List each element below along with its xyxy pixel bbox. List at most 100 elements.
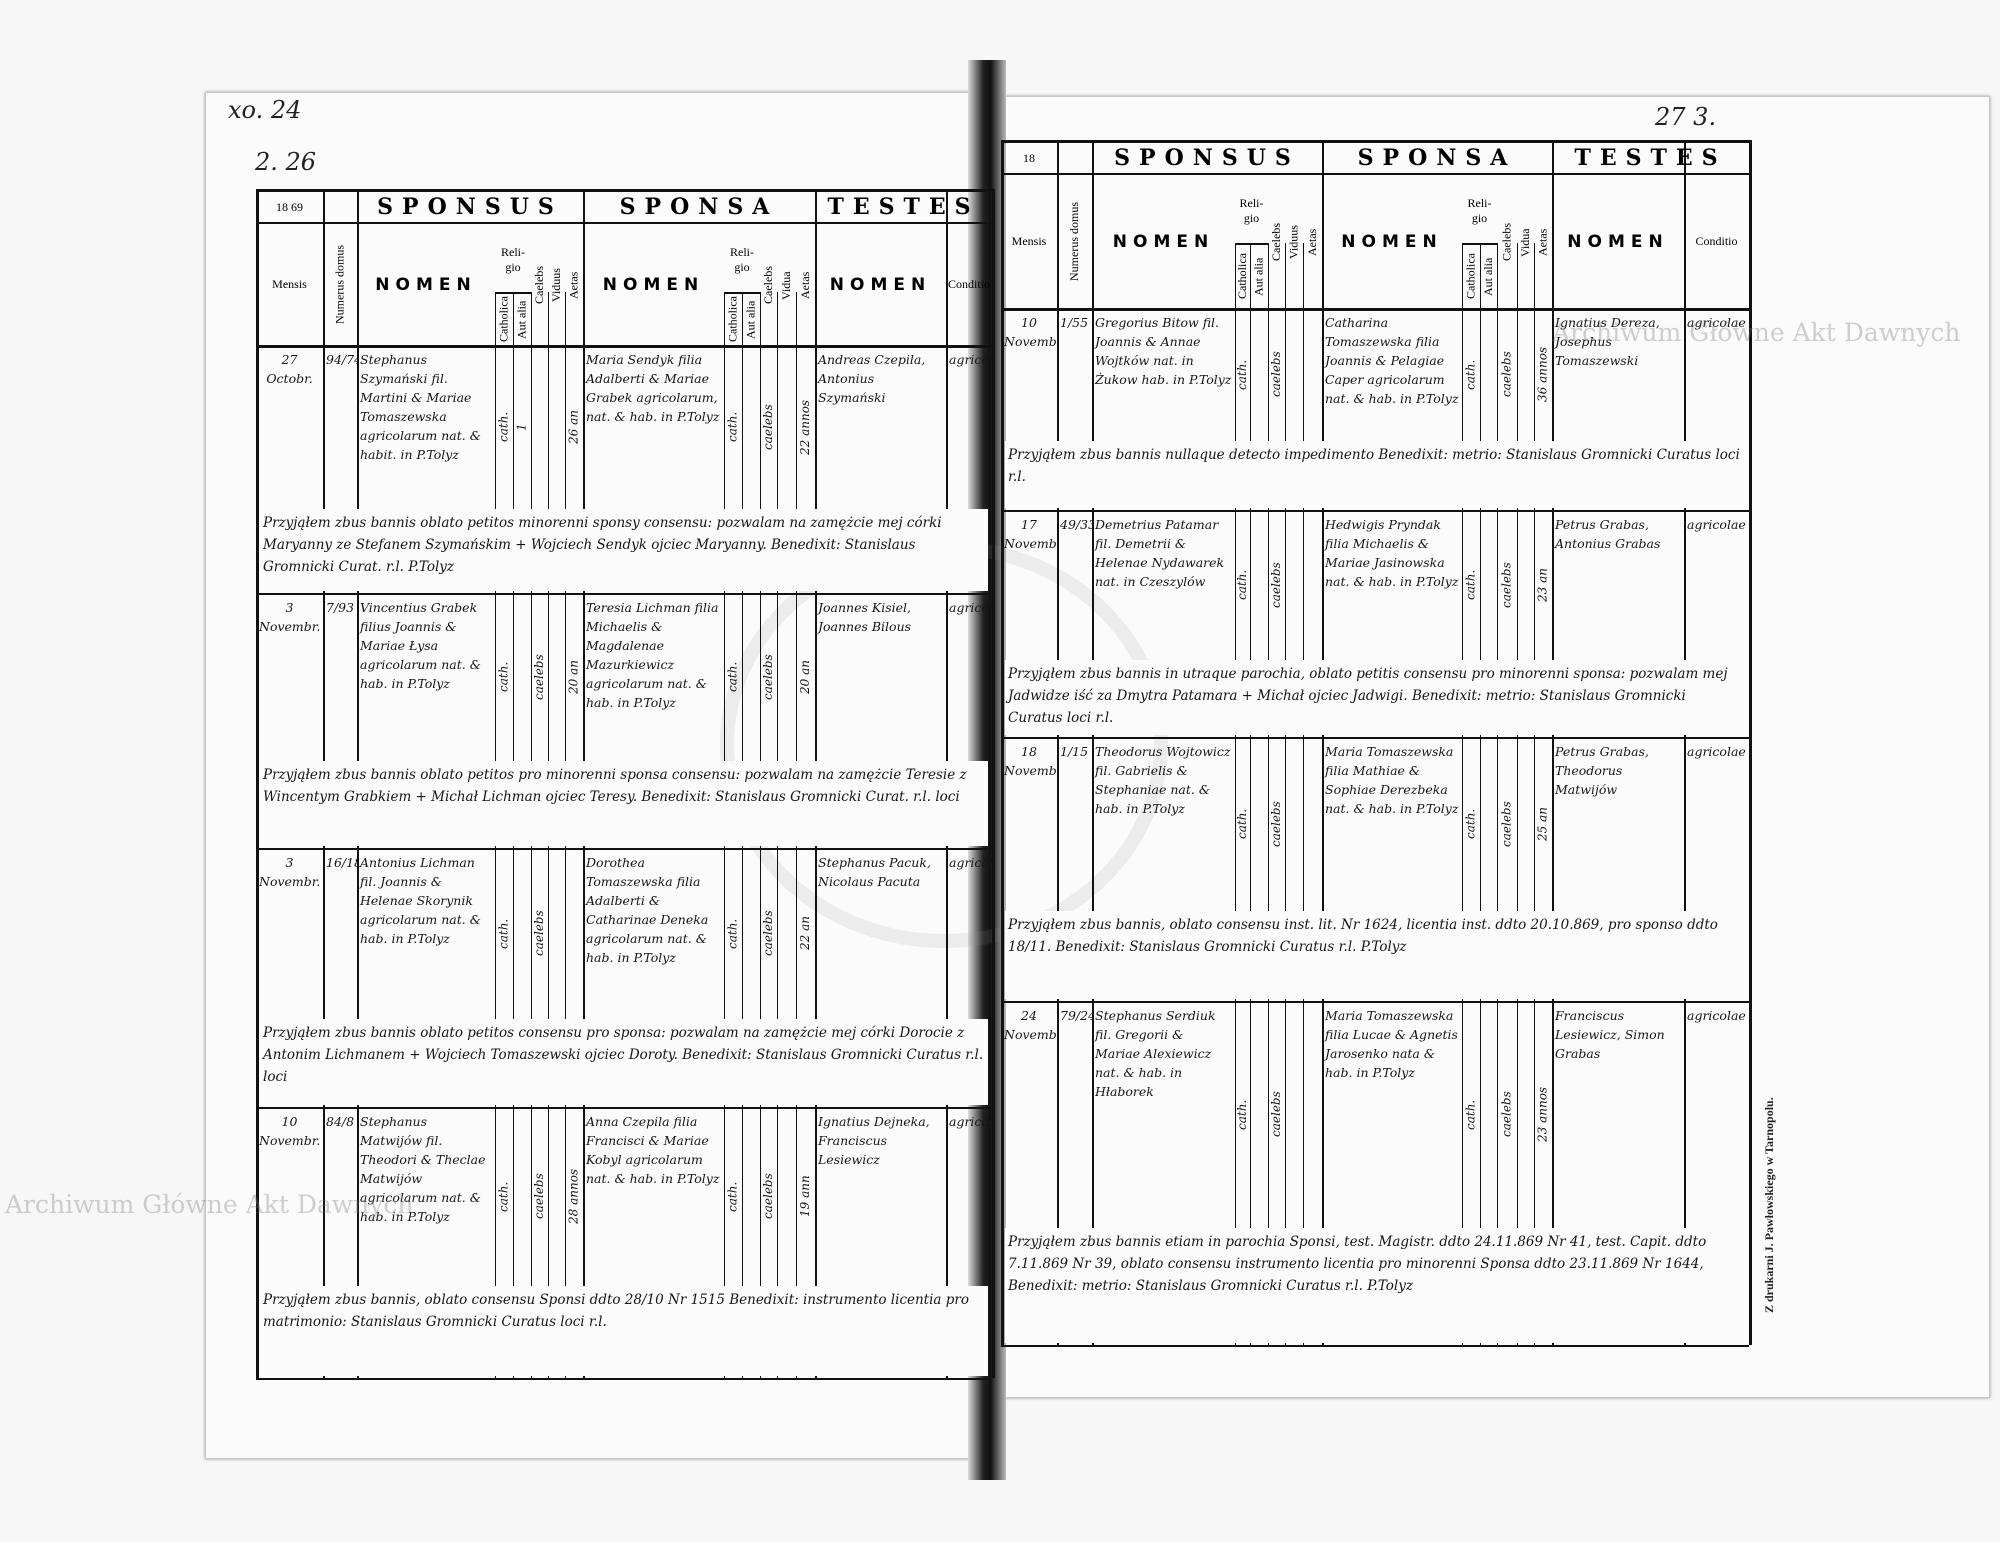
printer-imprint: Z drukarni J. Pawłowskiego w Tarnopolu. xyxy=(1762,1097,1776,1313)
column-rule-thin xyxy=(1285,243,1286,1345)
entry-sa-cael: caelebs xyxy=(1499,801,1514,847)
entry-sa-nomen: Teresia Lichman filia Michaelis & Magdal… xyxy=(586,600,719,710)
sponsa-aetas-header: Aetas xyxy=(1535,228,1550,257)
header-bottom-rule xyxy=(256,345,992,348)
entry-rule xyxy=(1001,1345,1749,1347)
entry-note: Przyjąłem zbus bannis nullaque detecto i… xyxy=(1005,441,1745,508)
entry-sp-nomen: Antonius Lichman fil. Joannis & Helenae … xyxy=(360,855,481,946)
header-bottom-rule xyxy=(1001,308,1749,311)
entry-sa-aet: 22 annos xyxy=(798,399,812,455)
entry-sa-aet: 36 annos xyxy=(1535,346,1550,403)
entry-mensis: 27 Octobr. xyxy=(266,352,313,386)
entry-domus: 84/8 xyxy=(326,1114,355,1129)
year-label: 18 xyxy=(1023,150,1035,165)
sponsus-religio-header: Reli-gio xyxy=(1239,196,1264,225)
sponsa-religio-header: Reli-gio xyxy=(730,245,754,274)
religio-rule xyxy=(1235,243,1268,245)
sponsa-nomen-header: NOMEN xyxy=(602,274,705,295)
numerus-domus-header: Numerus domus xyxy=(332,245,347,324)
entry-sa-nomen: Dorothea Tomaszewska filia Adalberti & C… xyxy=(586,855,709,965)
entry-mensis: 10 Novembr. xyxy=(1004,315,1057,349)
column-rule-thin xyxy=(1462,243,1463,1345)
year-label: 18 69 xyxy=(276,199,303,214)
entry-mensis: 3 Novembr. xyxy=(259,855,321,889)
entry-sp-nomen: Stephanus Serdiuk fil. Gregorii & Mariae… xyxy=(1095,1008,1216,1099)
entry-sa-nomen: Catharina Tomaszewska filia Joannis & Pe… xyxy=(1325,315,1459,406)
entry-t-cond: agricolae xyxy=(1687,1008,1746,1023)
entry-sp-cath: cath. xyxy=(1235,569,1249,601)
entry-rule xyxy=(256,1378,992,1380)
column-rule-thin xyxy=(1517,243,1518,1345)
column-rule-thin xyxy=(1268,243,1269,1345)
entry-sa-cath: cath. xyxy=(1463,808,1478,840)
sponsus-caelebs-header: Caelebs xyxy=(532,266,546,305)
right-page-number: 27 3. xyxy=(1655,103,1717,131)
entry-t-nomen: Petrus Grabas, Theodorus Matwijów xyxy=(1555,744,1649,797)
sponsa-nomen-header: NOMEN xyxy=(1341,231,1443,252)
sponsa-caelebs-header: Caelebs xyxy=(1499,223,1514,262)
column-rule xyxy=(1057,140,1059,1345)
entry-t-nomen: Stephanus Pacuk, Nicolaus Pacuta xyxy=(818,855,931,889)
entry-domus: 1/15 xyxy=(1060,744,1089,759)
entry-rule xyxy=(1001,510,1749,512)
entry-t-nomen: Petrus Grabas, Antonius Grabas xyxy=(1555,517,1661,551)
mensis-header: Mensis xyxy=(1011,234,1047,248)
entry-sp-cath: cath. xyxy=(1235,1099,1249,1130)
entry-sa-cath: cath. xyxy=(1463,359,1478,390)
sponsa-aut-alia-header: Aut alia xyxy=(743,300,758,339)
entry-sa-cael: caelebs xyxy=(761,910,775,957)
entry-note: Przyjąłem zbus bannis, oblato consensu i… xyxy=(1005,911,1745,999)
sponsa-vidua-header: Vidua xyxy=(779,271,793,300)
entry-mensis: 3 Novembr. xyxy=(259,600,321,634)
conditio-header: Conditio xyxy=(947,277,990,291)
entry-mensis: 24 Novembr. xyxy=(1004,1008,1057,1042)
entry-sa-aet: 19 ann xyxy=(798,1175,812,1218)
entry-mensis: 18 Novembr. xyxy=(1004,744,1057,778)
entry-t-cond: agricolae xyxy=(949,1114,992,1129)
entry-sp-cath: cath. xyxy=(496,918,511,949)
sponsa-catholica-header: Catholica xyxy=(725,296,740,343)
testes-header: TESTES xyxy=(1574,145,1727,171)
conditio-header: Conditio xyxy=(1695,234,1738,248)
entry-sa-nomen: Maria Tomaszewska filia Lucae & Agnetis … xyxy=(1325,1008,1458,1080)
sponsus-aut-alia-header: Aut alia xyxy=(1251,257,1266,296)
column-rule xyxy=(1749,140,1752,1345)
column-rule-thin xyxy=(1480,243,1481,1345)
entry-sa-cael: caelebs xyxy=(761,404,775,450)
entry-sp-nomen: Gregorius Bitow fil. Joannis & Annae Woj… xyxy=(1095,315,1232,387)
left-page-reference-number: xo. 24 xyxy=(228,96,302,124)
entry-sp-cael: caelebs xyxy=(1269,801,1283,847)
sponsus-catholica-header: Catholica xyxy=(1235,253,1249,300)
entry-sa-aet: 22 an xyxy=(798,916,812,951)
column-rule xyxy=(1001,140,1004,1345)
entry-t-cond: agricolae xyxy=(949,855,992,870)
mensis-header: Mensis xyxy=(272,277,307,291)
entry-sp-cath: cath. xyxy=(1235,359,1249,390)
column-rule xyxy=(1684,140,1686,1345)
sponsus-aut-alia-header: Aut alia xyxy=(514,300,529,339)
sponsus-viduus-header: Viduus xyxy=(1286,225,1301,260)
entry-sa-aet: 23 an xyxy=(1535,568,1550,602)
sponsus-religio-header: Reli-gio xyxy=(501,245,525,274)
sponsus-caelebs-header: Caelebs xyxy=(1269,223,1283,262)
entry-sa-nomen: Hedwigis Pryndak filia Michaelis & Maria… xyxy=(1325,517,1459,589)
entry-sa-aet: 23 annos xyxy=(1535,1086,1550,1143)
entry-sa-cael: caelebs xyxy=(1499,1091,1514,1138)
left-page-number: 2. 26 xyxy=(255,148,317,176)
entry-domus: 94/74 xyxy=(326,352,357,367)
entry-t-cond: agricolae xyxy=(949,352,992,367)
table-top-rule xyxy=(256,189,992,192)
entry-t-nomen: Joannes Kisiel, Joannes Bilous xyxy=(818,600,912,634)
entry-note: Przyjąłem zbus bannis etiam in parochia … xyxy=(1005,1228,1745,1343)
entry-sa-nomen: Anna Czepila filia Francisci & Mariae Ko… xyxy=(586,1114,720,1186)
entry-sa-cael: caelebs xyxy=(1499,351,1514,398)
entry-note: Przyjąłem zbus bannis oblato petitos con… xyxy=(260,1019,988,1105)
sponsus-aetas-header: Aetas xyxy=(566,271,581,300)
sponsa-catholica-header: Catholica xyxy=(1463,253,1478,300)
entry-rule xyxy=(256,1107,992,1109)
entry-rule xyxy=(1001,737,1749,739)
entry-rule xyxy=(1001,1001,1749,1003)
sponsa-aut-alia-header: Aut alia xyxy=(1481,257,1495,296)
column-rule-thin xyxy=(1235,243,1236,1345)
column-rule-thin xyxy=(1534,243,1535,1345)
